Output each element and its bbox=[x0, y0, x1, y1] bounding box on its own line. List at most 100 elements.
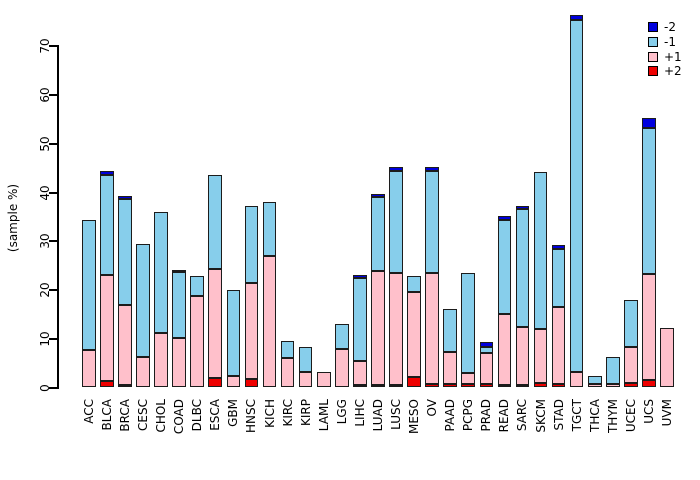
bar-segment-kirp--1 bbox=[298, 347, 313, 373]
bar-ov bbox=[425, 167, 439, 388]
y-tick bbox=[49, 386, 57, 389]
x-category-label-lusc: LUSC bbox=[388, 399, 403, 430]
bar-segment-thym-+1 bbox=[606, 384, 620, 388]
bar-thca bbox=[587, 375, 602, 388]
x-category-label-lihc: LIHC bbox=[352, 399, 367, 427]
x-category-label-uvm: UVM bbox=[660, 399, 675, 427]
bar-segment-ucec--1 bbox=[624, 300, 638, 348]
bar-kirc bbox=[280, 341, 295, 388]
bar-segment-lihc-+2 bbox=[353, 385, 367, 388]
bar-segment-meso-+1 bbox=[407, 292, 421, 377]
bar-pcpg bbox=[461, 273, 476, 388]
bar-segment-lusc-+2 bbox=[389, 385, 403, 388]
x-category-label-kirc: KIRC bbox=[280, 399, 295, 427]
bar-segment-read-+2 bbox=[497, 385, 512, 388]
bar-segment-hnsc-+2 bbox=[244, 378, 259, 388]
bar-dlbc bbox=[190, 275, 204, 388]
bar-segment-kirp-+1 bbox=[298, 372, 313, 388]
bar-segment-lgg--1 bbox=[334, 323, 349, 350]
y-tick-label: 60 bbox=[38, 87, 52, 103]
x-category-label-paad: PAAD bbox=[443, 399, 458, 432]
bar-paad bbox=[443, 308, 457, 388]
bar-blca bbox=[100, 170, 114, 388]
x-category-label-luad: LUAD bbox=[370, 399, 385, 432]
bar-segment-blca--1 bbox=[100, 174, 114, 275]
bar-uvm bbox=[660, 327, 674, 388]
bar-segment-thca--1 bbox=[587, 375, 602, 384]
x-category-label-ucec: UCEC bbox=[623, 399, 638, 433]
bar-segment-stad-+2 bbox=[551, 384, 566, 388]
legend-label: -2 bbox=[664, 20, 676, 34]
bar-segment-ucs-+2 bbox=[642, 379, 656, 388]
x-category-label-ucs: UCS bbox=[641, 399, 656, 424]
bar-segment-blca-+2 bbox=[100, 380, 114, 388]
bar-segment-tgct--2 bbox=[569, 15, 584, 21]
x-category-label-blca: BLCA bbox=[99, 399, 114, 431]
bar-segment-stad--1 bbox=[551, 249, 566, 307]
bar-segment-dlbc--1 bbox=[190, 275, 204, 296]
bar-prad bbox=[479, 342, 494, 388]
bar-segment-uvm-+1 bbox=[660, 327, 674, 388]
bar-segment-brca--2 bbox=[118, 196, 132, 200]
bar-segment-lusc--1 bbox=[389, 171, 403, 274]
y-tick bbox=[49, 191, 57, 194]
bar-segment-meso-+2 bbox=[407, 376, 421, 388]
x-category-label-skcm: SKCM bbox=[533, 399, 548, 433]
bar-segment-lihc-+1 bbox=[353, 360, 367, 386]
bar-segment-gbm--1 bbox=[226, 290, 241, 376]
legend-swatch-icon bbox=[648, 36, 658, 47]
x-category-label-meso: MESO bbox=[407, 399, 422, 434]
x-category-label-read: READ bbox=[497, 399, 512, 433]
bar-lihc bbox=[353, 274, 367, 388]
x-category-label-gbm: GBM bbox=[226, 399, 241, 427]
bar-kirp bbox=[298, 347, 313, 388]
bar-segment-laml-+1 bbox=[316, 371, 331, 388]
x-category-label-kich: KICH bbox=[262, 399, 277, 428]
bar-segment-lihc--1 bbox=[353, 277, 367, 361]
bar-acc bbox=[82, 219, 96, 388]
bar-segment-gbm-+1 bbox=[226, 375, 241, 388]
x-category-label-acc: ACC bbox=[81, 399, 96, 424]
bar-segment-lusc--2 bbox=[389, 167, 403, 172]
bar-segment-prad--1 bbox=[479, 347, 494, 353]
x-category-label-thym: THYM bbox=[605, 399, 620, 434]
bar-segment-coad-+1 bbox=[172, 337, 186, 388]
bar-segment-prad-+1 bbox=[479, 352, 494, 385]
y-axis-title: (sample %) bbox=[6, 183, 20, 253]
bar-segment-cesc-+1 bbox=[136, 356, 150, 388]
bar-segment-kich--1 bbox=[262, 202, 277, 256]
bar-segment-cesc--1 bbox=[136, 244, 150, 357]
y-tick-label: 10 bbox=[38, 331, 52, 347]
bar-segment-skcm-+1 bbox=[533, 328, 548, 384]
bar-coad bbox=[172, 269, 186, 388]
bar-segment-acc--1 bbox=[82, 219, 96, 350]
y-tick bbox=[49, 94, 57, 97]
legend-swatch-icon bbox=[648, 66, 658, 77]
bar-segment-ov--2 bbox=[425, 167, 439, 171]
bar-segment-sarc--1 bbox=[515, 209, 530, 328]
bar-cesc bbox=[136, 244, 150, 388]
bar-segment-skcm--1 bbox=[533, 171, 548, 329]
x-category-label-cesc: CESC bbox=[136, 399, 150, 431]
bar-brca bbox=[118, 196, 132, 388]
bar-segment-thca-+1 bbox=[587, 383, 602, 388]
bar-segment-ucs-+1 bbox=[642, 274, 656, 380]
bar-segment-esca--1 bbox=[208, 175, 223, 269]
bar-segment-hnsc-+1 bbox=[244, 283, 259, 379]
bar-segment-ucs--1 bbox=[642, 128, 656, 275]
bar-gbm bbox=[226, 290, 241, 388]
bar-segment-ov-+2 bbox=[425, 383, 439, 388]
bar-stad bbox=[551, 245, 566, 388]
x-category-label-stad: STAD bbox=[551, 399, 566, 431]
bar-segment-chol-+1 bbox=[154, 333, 168, 388]
bar-segment-ov--1 bbox=[425, 170, 439, 274]
bar-segment-meso--1 bbox=[407, 275, 421, 293]
bar-segment-skcm-+2 bbox=[533, 383, 548, 388]
bar-segment-chol--1 bbox=[154, 211, 168, 334]
bar-segment-kirc-+1 bbox=[280, 357, 295, 388]
legend-swatch-icon bbox=[648, 51, 658, 62]
y-tick-label: 30 bbox=[38, 233, 52, 249]
y-tick bbox=[49, 45, 57, 48]
bar-segment-ucec-+2 bbox=[624, 383, 638, 388]
